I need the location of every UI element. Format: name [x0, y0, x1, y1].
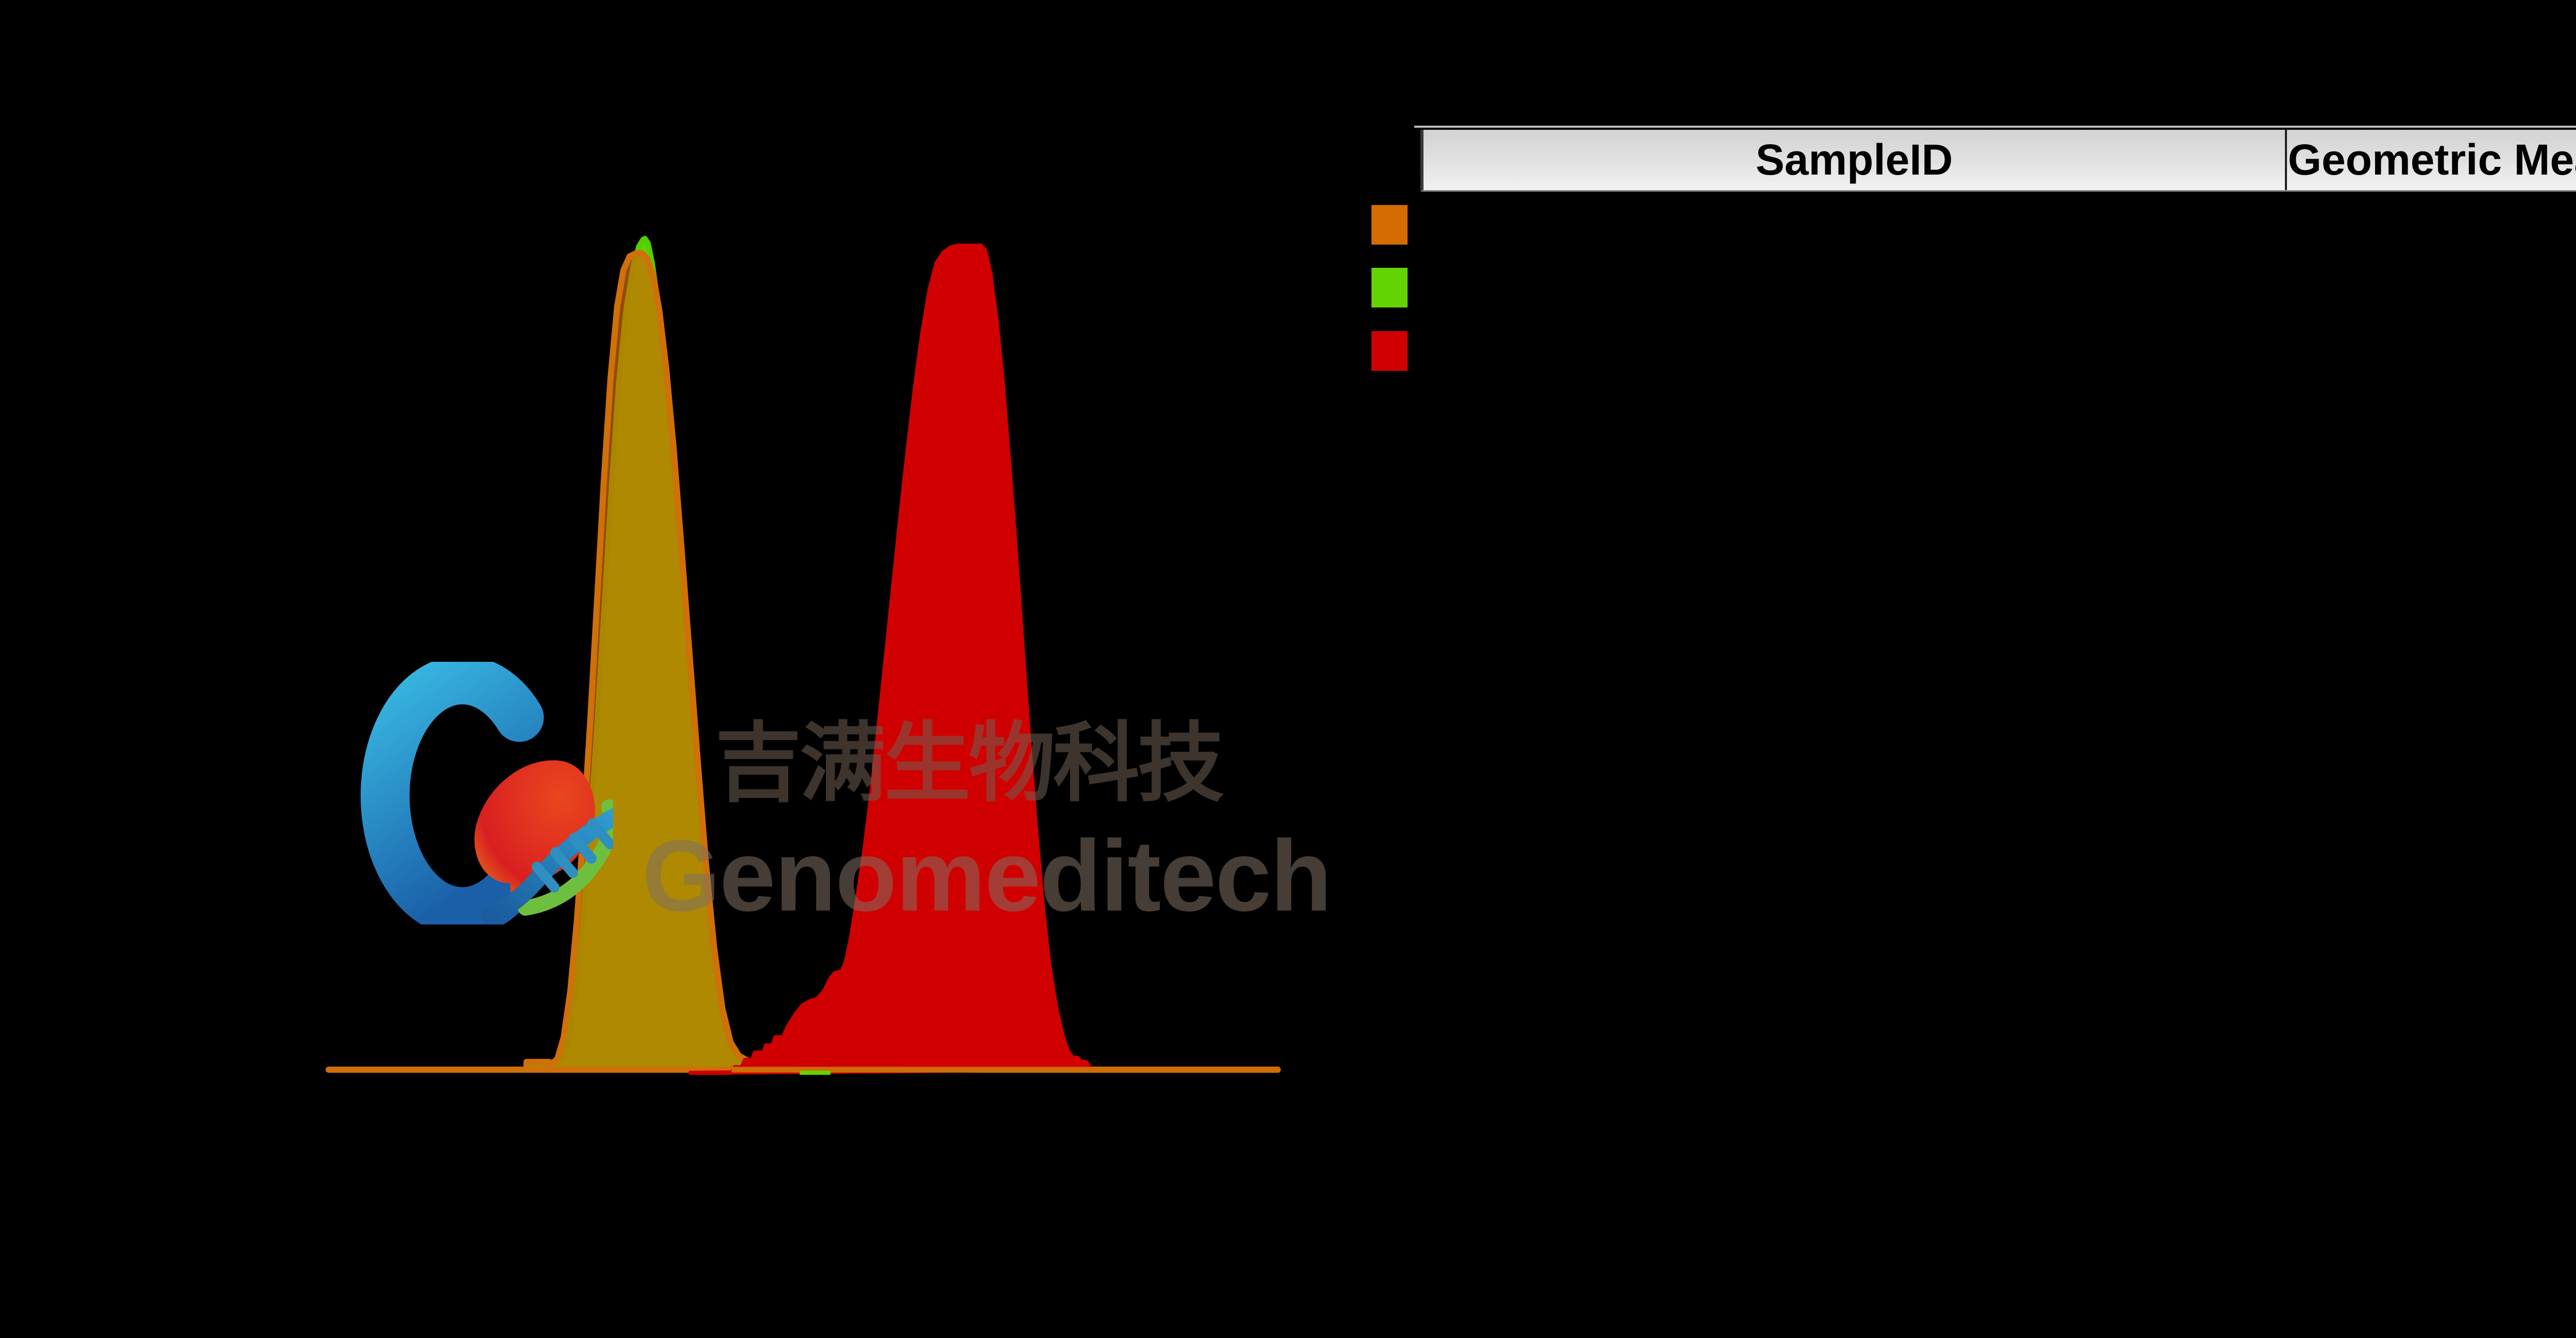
watermark-latin-text: Genomeditech [642, 819, 1332, 932]
histogram-curves [326, 236, 1281, 1075]
histogram-curve-red [688, 244, 1093, 1075]
table-top-hairline [1414, 126, 2576, 128]
column-header-sampleid: SampleID [1423, 130, 2287, 190]
legend-swatch-2 [1371, 268, 1408, 307]
logo-blue-swirl [361, 662, 544, 924]
watermark-chinese-text: 吉满生物科技 [715, 715, 1224, 812]
histogram-curve-green [327, 236, 1280, 1074]
genomeditech-logo-icon [361, 662, 613, 924]
logo-dna-rungs [532, 818, 613, 893]
logo-green-curve [518, 799, 613, 916]
legend-swatch-1 [1371, 205, 1408, 245]
stats-table-header: SampleID Geometric Mean : RL1-H [1420, 130, 2576, 192]
legend-swatch-3 [1371, 331, 1408, 371]
baseline-overlays [732, 1067, 1280, 1075]
column-header-geometric-mean: Geometric Mean : RL1-H [2287, 135, 2576, 184]
